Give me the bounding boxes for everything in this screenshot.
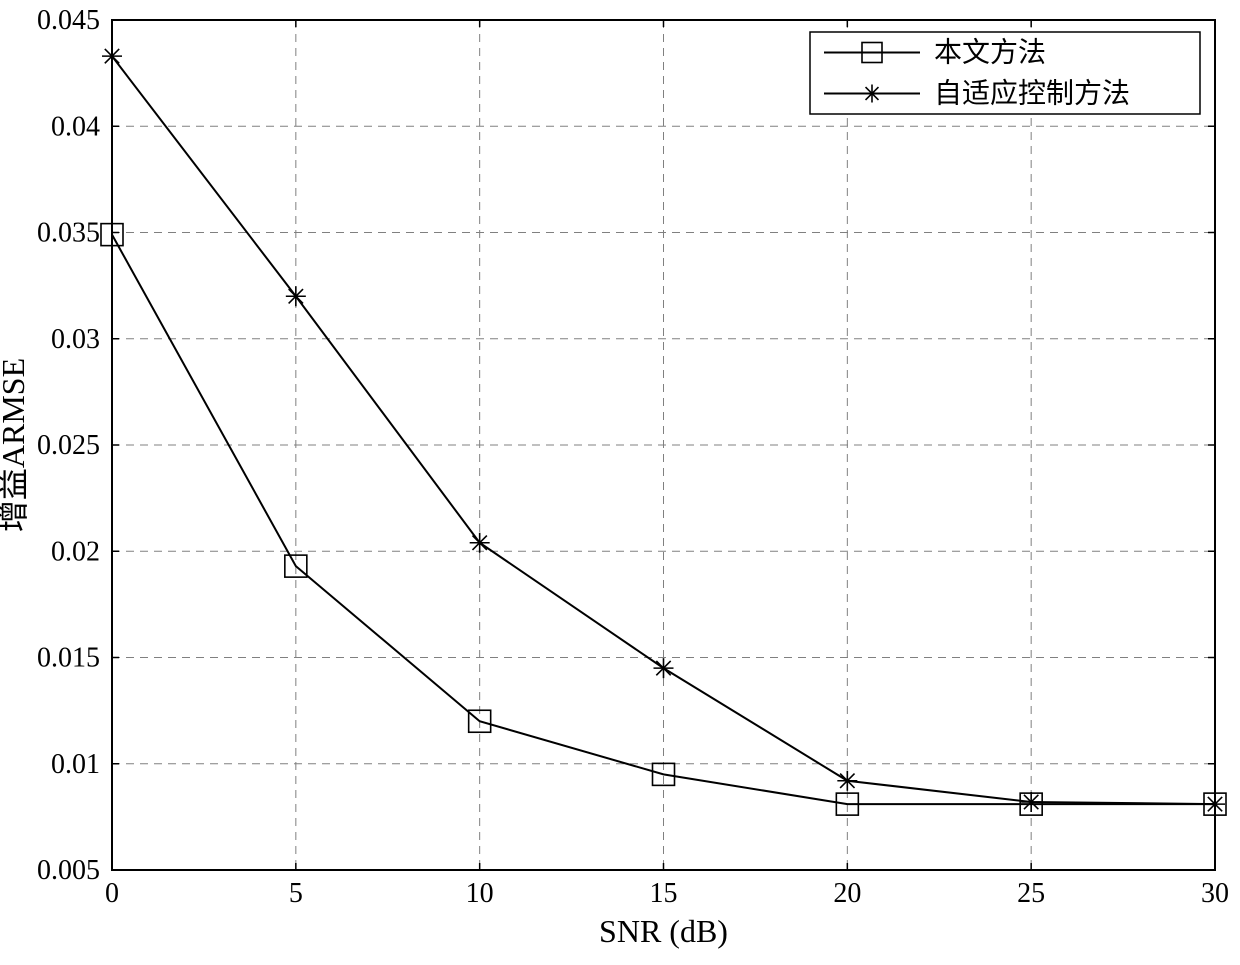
marker-asterisk: [863, 85, 881, 103]
chart-container: 0 5 10 15 20 25 30 0.005 0.01 0.015 0.02 0.025 0.03 0…: [0, 0, 1240, 965]
marker-asterisk: [286, 286, 306, 306]
x-tick-label: 30: [1201, 878, 1229, 909]
y-tick-label: 0.03: [51, 324, 100, 355]
legend-label: 自适应控制方法: [934, 78, 1130, 110]
legend-label: 本文方法: [934, 37, 1046, 69]
y-tick-label: 0.01: [51, 749, 100, 780]
y-tick-label: 0.04: [51, 111, 100, 142]
y-tick-label: 0.035: [37, 218, 100, 249]
x-tick-label: 20: [833, 878, 861, 909]
y-axis-label: 增益ARMSE: [0, 358, 31, 532]
x-tick-label: 0: [105, 878, 119, 909]
x-axis-label: SNR (dB): [599, 913, 728, 949]
y-tick-label: 0.015: [37, 643, 100, 674]
marker-asterisk: [1021, 792, 1041, 812]
x-tick-label: 10: [466, 878, 494, 909]
y-tick-label: 0.005: [37, 855, 100, 886]
armse-vs-snr-chart: 0 5 10 15 20 25 30 0.005 0.01 0.015 0.02 0.025 0.03 0…: [0, 0, 1240, 965]
legend: 本文方法自适应控制方法: [810, 32, 1200, 114]
x-tick-label: 15: [650, 878, 678, 909]
marker-asterisk: [470, 533, 490, 553]
marker-asterisk: [654, 658, 674, 678]
marker-asterisk: [837, 771, 857, 791]
x-tick-label: 25: [1017, 878, 1045, 909]
marker-asterisk: [102, 46, 122, 66]
x-tick-label: 5: [289, 878, 303, 909]
y-tick-label: 0.02: [51, 536, 100, 567]
y-tick-label: 0.025: [37, 430, 100, 461]
marker-asterisk: [1205, 794, 1225, 814]
y-tick-label: 0.045: [37, 5, 100, 36]
